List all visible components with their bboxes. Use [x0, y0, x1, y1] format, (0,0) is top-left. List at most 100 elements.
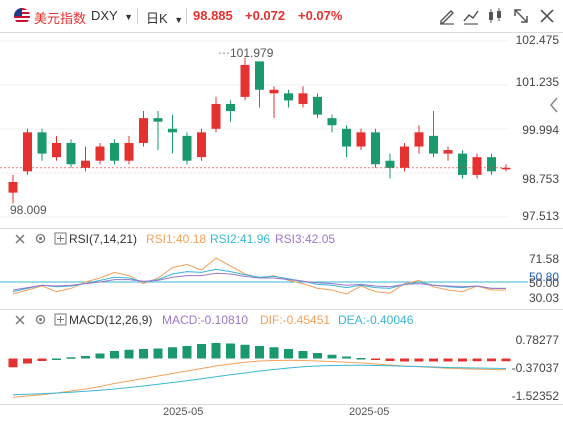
- macd-histogram-bar: [429, 358, 438, 362]
- macd-histogram-bar: [284, 349, 293, 359]
- candle-body: [110, 142, 119, 161]
- period-selector[interactable]: 日K ▼: [146, 8, 183, 27]
- macd-histogram-bar: [23, 358, 32, 364]
- y-axis-label: 102.475: [515, 33, 559, 47]
- candlestick-chart[interactable]: [0, 33, 563, 228]
- collapse-panel-icon[interactable]: [547, 96, 561, 114]
- divider: [0, 228, 563, 229]
- y-axis-label: 50.80: [528, 270, 559, 284]
- candle-body: [472, 157, 482, 175]
- hide-eye-icon[interactable]: [14, 314, 26, 326]
- rsi3-line: [12, 272, 506, 291]
- candle-body: [284, 93, 293, 101]
- price-value: 98.885: [193, 8, 233, 23]
- y-axis-label: 97.513: [522, 209, 559, 223]
- candle-body: [240, 64, 250, 97]
- candle-body: [124, 142, 134, 161]
- y-axis-label: 71.58: [528, 252, 559, 266]
- candle-body: [52, 142, 61, 158]
- settings-icon[interactable]: [538, 7, 556, 25]
- macd-chart[interactable]: [0, 329, 563, 404]
- expand-icon[interactable]: [512, 7, 530, 25]
- candle-body: [8, 181, 18, 193]
- candle-body: [298, 93, 308, 104]
- price-change-pct: +0.07%: [298, 8, 343, 23]
- candle-body: [226, 103, 235, 112]
- macd-histogram-bar: [342, 356, 351, 359]
- candle-body: [429, 135, 438, 154]
- divider: [0, 32, 563, 33]
- chart-style-icon[interactable]: [462, 7, 480, 25]
- candle-body: [197, 132, 206, 158]
- candle-body: [327, 118, 337, 126]
- symbol-label: DXY: [91, 8, 118, 23]
- edit-drawing-icon[interactable]: [438, 7, 456, 25]
- indicator-icon[interactable]: [486, 7, 504, 25]
- candle-body: [400, 146, 409, 168]
- y-axis-label: -0.37037: [511, 361, 559, 375]
- macd-histogram-bar: [168, 347, 177, 359]
- candle-body: [81, 160, 90, 168]
- candle-body: [139, 118, 148, 143]
- macd-histogram-bar: [37, 358, 47, 361]
- y-axis-label: 50.00: [528, 276, 559, 290]
- indicator-switch-icon[interactable]: [54, 313, 67, 326]
- macd-histogram-bar: [66, 357, 76, 359]
- candle-body: [211, 103, 221, 129]
- macd-histogram-bar: [400, 358, 409, 362]
- rsi2-line: [12, 268, 506, 293]
- instrument-name: 美元指数: [34, 11, 87, 26]
- macd-histogram-bar: [414, 358, 424, 362]
- candle-body: [23, 132, 32, 172]
- y-axis-label: 101.235: [515, 75, 559, 89]
- candle-body: [501, 167, 511, 170]
- candle-body: [458, 153, 467, 175]
- x-axis-label: 2025-05: [163, 406, 204, 418]
- macd-histogram-bar: [110, 351, 119, 359]
- macd-histogram-bar: [240, 344, 250, 359]
- macd-histogram-bar: [269, 347, 279, 359]
- candle-body: [414, 132, 424, 147]
- settings-gear-icon[interactable]: [34, 232, 47, 245]
- y-axis-label: 0.78277: [515, 333, 559, 347]
- y-axis-label: 98.753: [522, 172, 559, 186]
- chevron-down-icon: ▼: [174, 15, 184, 25]
- candle-body: [342, 128, 351, 147]
- macd-histogram-bar: [8, 358, 18, 368]
- high-price-label: ⋯101.979: [218, 46, 274, 60]
- rsi-chart[interactable]: [0, 248, 563, 308]
- candle-body: [66, 142, 76, 165]
- divider: [0, 309, 563, 310]
- divider: [186, 8, 187, 24]
- candle-body: [443, 150, 453, 154]
- macd-histogram-bar: [458, 358, 467, 362]
- rsi1-value: RSI1:40.18: [146, 232, 207, 246]
- settings-gear-icon[interactable]: [34, 313, 47, 326]
- hide-eye-icon[interactable]: [14, 233, 26, 245]
- macd-histogram-bar: [139, 349, 148, 359]
- macd-histogram-bar: [371, 358, 380, 360]
- rsi-title: RSI(7,14,21): [69, 232, 138, 246]
- macd-histogram-bar: [472, 358, 482, 362]
- divider: [0, 404, 563, 405]
- y-axis-label: 30.03: [528, 291, 559, 305]
- macd-histogram-bar: [327, 354, 337, 359]
- rsi-legend: RSI(7,14,21) RSI1:40.18 RSI2:41.96 RSI3:…: [0, 230, 563, 248]
- macd-legend: MACD(12,26,9) MACD:-0.10810 DIF:-0.45451…: [0, 311, 563, 329]
- candle-body: [371, 132, 380, 165]
- rsi2-value: RSI2:41.96: [210, 232, 271, 246]
- macd-histogram-bar: [182, 346, 192, 359]
- macd-histogram-bar: [211, 343, 221, 359]
- candle-body: [356, 132, 366, 147]
- price-change: +0.072: [245, 8, 286, 23]
- dif-value: DIF:-0.45451: [260, 313, 331, 327]
- candle-body: [487, 157, 496, 172]
- macd-histogram-bar: [124, 349, 134, 359]
- macd-histogram-bar: [95, 353, 105, 359]
- indicator-switch-icon[interactable]: [54, 232, 67, 245]
- symbol-selector[interactable]: DXY ▼: [91, 8, 133, 23]
- macd-histogram-bar: [255, 346, 264, 359]
- candle-body: [255, 61, 264, 90]
- divider: [137, 8, 138, 24]
- rsi3-value: RSI3:42.05: [275, 232, 336, 246]
